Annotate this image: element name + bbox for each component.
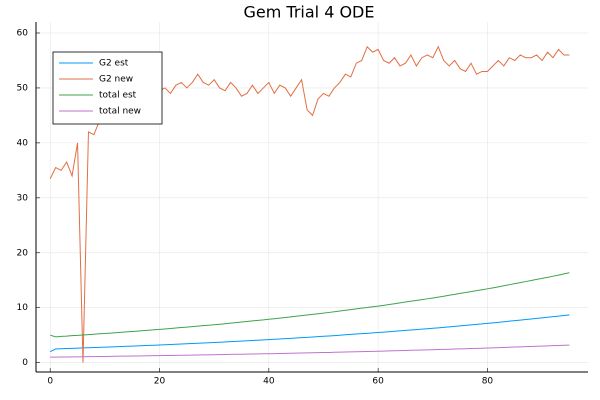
legend-label: G2 est <box>99 59 129 69</box>
series-line <box>50 344 570 358</box>
x-tick-label: 40 <box>263 377 275 387</box>
y-tick-label: 0 <box>22 358 28 368</box>
y-tick-label: 20 <box>17 248 29 258</box>
y-tick-label: 40 <box>17 138 29 148</box>
chart-title: Gem Trial 4 ODE <box>244 3 375 22</box>
legend-label: G2 new <box>99 75 133 85</box>
legend-label: total est <box>99 91 137 101</box>
x-tick-label: 80 <box>482 377 494 387</box>
legend-label: total new <box>99 107 141 117</box>
x-tick-label: 0 <box>47 377 53 387</box>
y-tick-label: 60 <box>17 28 29 38</box>
series-line <box>49 314 570 353</box>
y-tick-label: 50 <box>17 83 29 93</box>
series-line <box>50 272 570 338</box>
legend-box <box>52 51 163 125</box>
y-tick-label: 30 <box>17 193 29 203</box>
x-tick-label: 60 <box>372 377 384 387</box>
x-tick-label: 20 <box>154 377 166 387</box>
y-tick-label: 10 <box>17 303 29 313</box>
